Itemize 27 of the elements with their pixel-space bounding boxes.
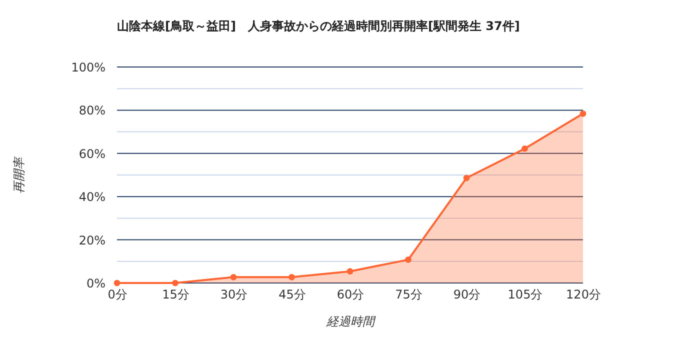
- x-tick-label: 120分: [566, 288, 601, 302]
- y-tick-label: 80%: [78, 104, 106, 118]
- point: [230, 274, 237, 280]
- point: [580, 110, 586, 117]
- x-tick-label: 45分: [278, 288, 306, 302]
- y-tick-label: 60%: [78, 146, 106, 161]
- point: [288, 274, 295, 280]
- x-tick-label: 75分: [395, 288, 422, 302]
- chart-title: 山陰本線[鳥取～益田] 人身事故からの経過時間別再開率[駅間発生 37件]: [117, 19, 520, 33]
- x-tick-label: 60分: [336, 288, 364, 302]
- x-tick-label: 0分: [108, 288, 128, 302]
- x-axis-title: 経過時間: [326, 314, 376, 328]
- point: [405, 256, 412, 263]
- x-tick-label: 105分: [508, 288, 543, 302]
- point: [463, 174, 470, 182]
- x-tick-label: 90分: [453, 288, 481, 302]
- y-tick-label: 20%: [78, 233, 106, 248]
- point: [172, 280, 178, 286]
- point: [114, 280, 120, 286]
- y-axis-title: 再開率: [12, 156, 26, 194]
- y-tick-label: 40%: [78, 190, 106, 204]
- x-tick-label: 15分: [162, 288, 190, 302]
- point: [346, 268, 354, 274]
- y-tick-label: 0%: [86, 276, 106, 290]
- y-tick-label: 100%: [71, 60, 106, 74]
- x-tick-label: 30分: [220, 288, 248, 302]
- point: [522, 145, 528, 152]
